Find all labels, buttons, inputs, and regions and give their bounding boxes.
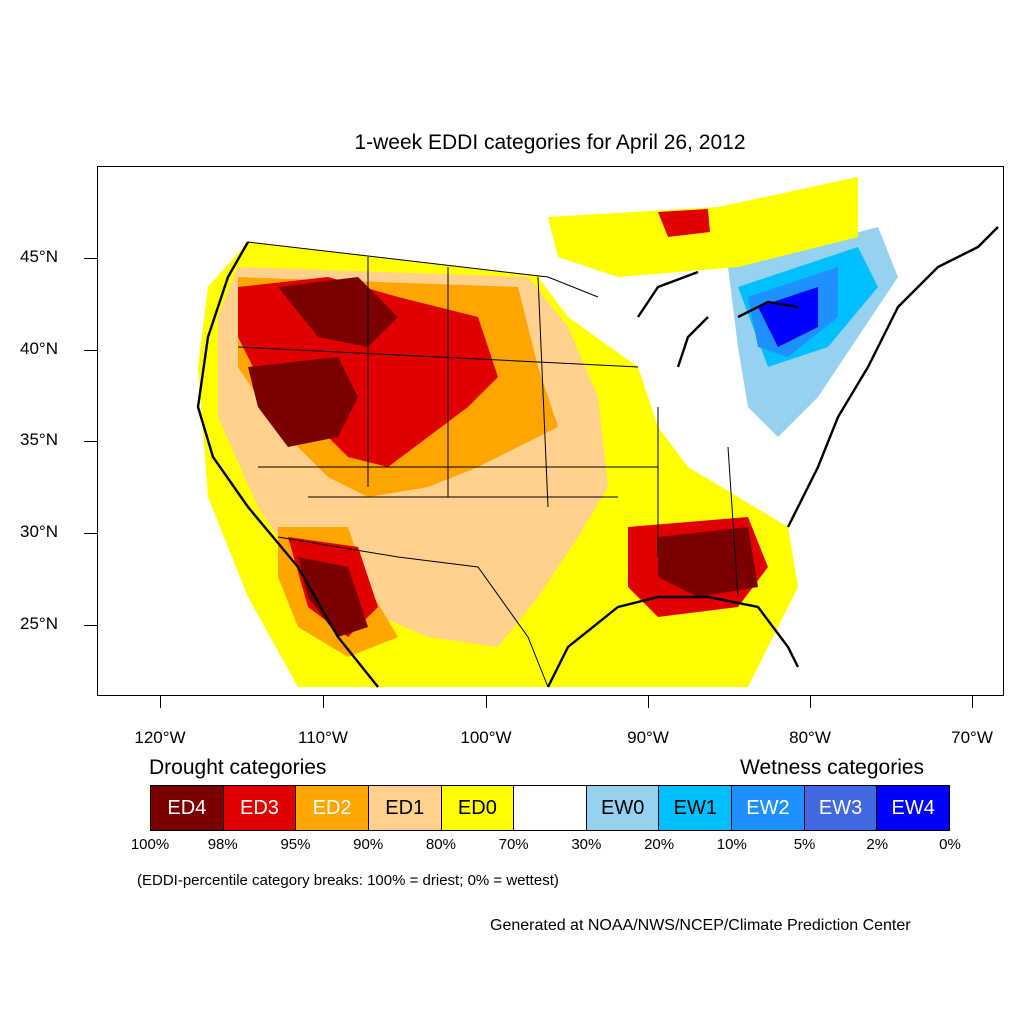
percent-break-label: 30% — [571, 836, 602, 853]
eddi-map — [97, 166, 1004, 696]
lon-label-120: 120°W — [134, 728, 186, 747]
lat-label-35: 35°N — [20, 430, 58, 449]
percent-break-label: 2% — [866, 836, 889, 853]
drought-categories-heading: Drought categories — [149, 756, 327, 779]
lat-tick-35 — [84, 441, 97, 442]
legend-box-ew4: EW4 — [877, 786, 950, 830]
us-map-svg — [196, 177, 999, 688]
legend-box-ed2: ED2 — [296, 786, 369, 830]
lon-label-90: 90°W — [627, 728, 669, 747]
lat-label-40: 40°N — [20, 339, 58, 358]
legend-box-ew3: EW3 — [804, 786, 878, 830]
ed4-region-west — [248, 357, 358, 447]
percent-break-label: 20% — [644, 836, 675, 853]
lon-label-80: 80°W — [789, 728, 831, 747]
lon-tick-120 — [160, 696, 161, 708]
lon-label-70: 70°W — [951, 728, 993, 747]
percent-break-label: 0% — [939, 836, 961, 853]
legend-box-neutral — [514, 786, 587, 830]
coastline — [196, 226, 999, 688]
canada-ed3-spot — [658, 209, 710, 237]
lon-tick-110 — [323, 696, 324, 708]
percent-break-label: 98% — [207, 836, 238, 853]
lon-tick-70 — [972, 696, 973, 708]
legend-box-ed1: ED1 — [368, 786, 442, 830]
percent-break-label: 5% — [793, 836, 816, 853]
lat-label-45: 45°N — [20, 247, 58, 266]
lon-label-110: 110°W — [298, 728, 348, 747]
legend-box-ew1: EW1 — [659, 786, 733, 830]
lat-tick-45 — [84, 258, 97, 259]
lon-tick-80 — [810, 696, 811, 708]
lat-label-25: 25°N — [20, 614, 58, 633]
legend-box-ed4: ED4 — [151, 786, 224, 830]
credit-line: Generated at NOAA/NWS/NCEP/Climate Predi… — [490, 917, 911, 934]
legend-box-ed3: ED3 — [223, 786, 297, 830]
ed4-region-southeast — [658, 527, 758, 597]
lon-label-100: 100°W — [460, 728, 512, 747]
lon-tick-100 — [486, 696, 487, 708]
legend-colorbar: ED4 ED3 ED2 ED1 ED0 EW0 EW1 EW2 EW3 EW4 — [150, 785, 950, 831]
legend-box-ed0: ED0 — [441, 786, 515, 830]
lat-label-30: 30°N — [20, 522, 58, 541]
lat-tick-25 — [84, 625, 97, 626]
map-title: 1-week EDDI categories for April 26, 201… — [354, 131, 746, 154]
percent-break-label: 80% — [425, 836, 456, 853]
percent-break-label: 95% — [280, 836, 311, 853]
lon-tick-90 — [648, 696, 649, 708]
percent-break-label: 10% — [716, 836, 747, 853]
lat-tick-40 — [84, 350, 97, 351]
percent-break-label: 70% — [498, 836, 529, 853]
boundary-lines — [237, 241, 739, 688]
percent-break-label: 100% — [130, 836, 170, 853]
ed4-region-mexico — [298, 557, 368, 637]
legend-box-ew2: EW2 — [732, 786, 805, 830]
category-breaks-note: (EDDI-percentile category breaks: 100% =… — [137, 872, 559, 889]
legend-box-ew0: EW0 — [586, 786, 660, 830]
percent-break-label: 90% — [353, 836, 384, 853]
wetness-categories-heading: Wetness categories — [740, 756, 925, 779]
lat-tick-30 — [84, 533, 97, 534]
